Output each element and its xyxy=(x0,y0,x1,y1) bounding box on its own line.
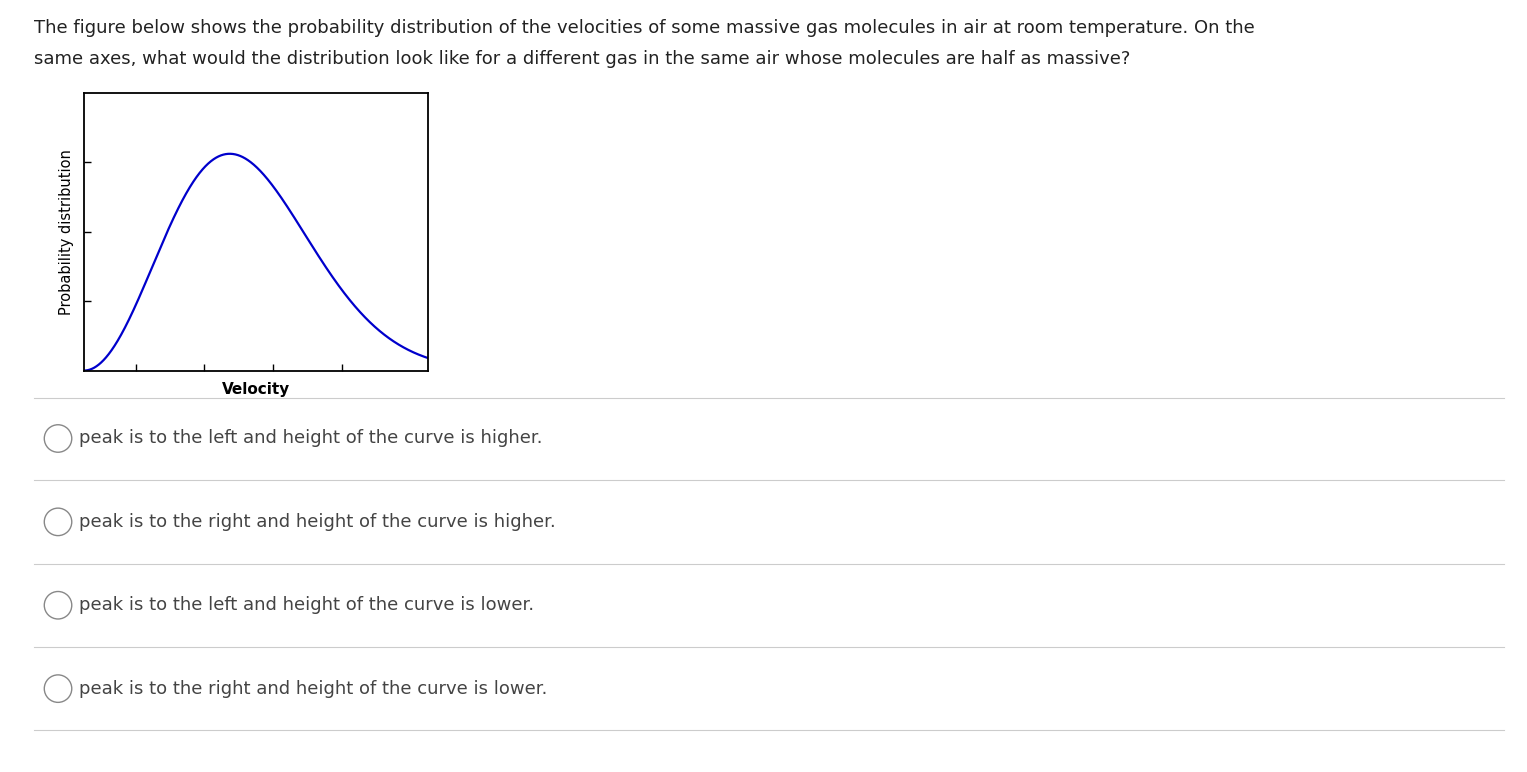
Text: same axes, what would the distribution look like for a different gas in the same: same axes, what would the distribution l… xyxy=(34,50,1130,68)
Text: The figure below shows the probability distribution of the velocities of some ma: The figure below shows the probability d… xyxy=(34,19,1254,37)
Y-axis label: Probability distribution: Probability distribution xyxy=(58,149,73,314)
Text: peak is to the right and height of the curve is higher.: peak is to the right and height of the c… xyxy=(79,513,556,531)
Text: peak is to the left and height of the curve is higher.: peak is to the left and height of the cu… xyxy=(79,429,544,448)
X-axis label: Velocity: Velocity xyxy=(221,382,290,398)
Text: peak is to the left and height of the curve is lower.: peak is to the left and height of the cu… xyxy=(79,596,534,615)
Text: peak is to the right and height of the curve is lower.: peak is to the right and height of the c… xyxy=(79,679,548,698)
